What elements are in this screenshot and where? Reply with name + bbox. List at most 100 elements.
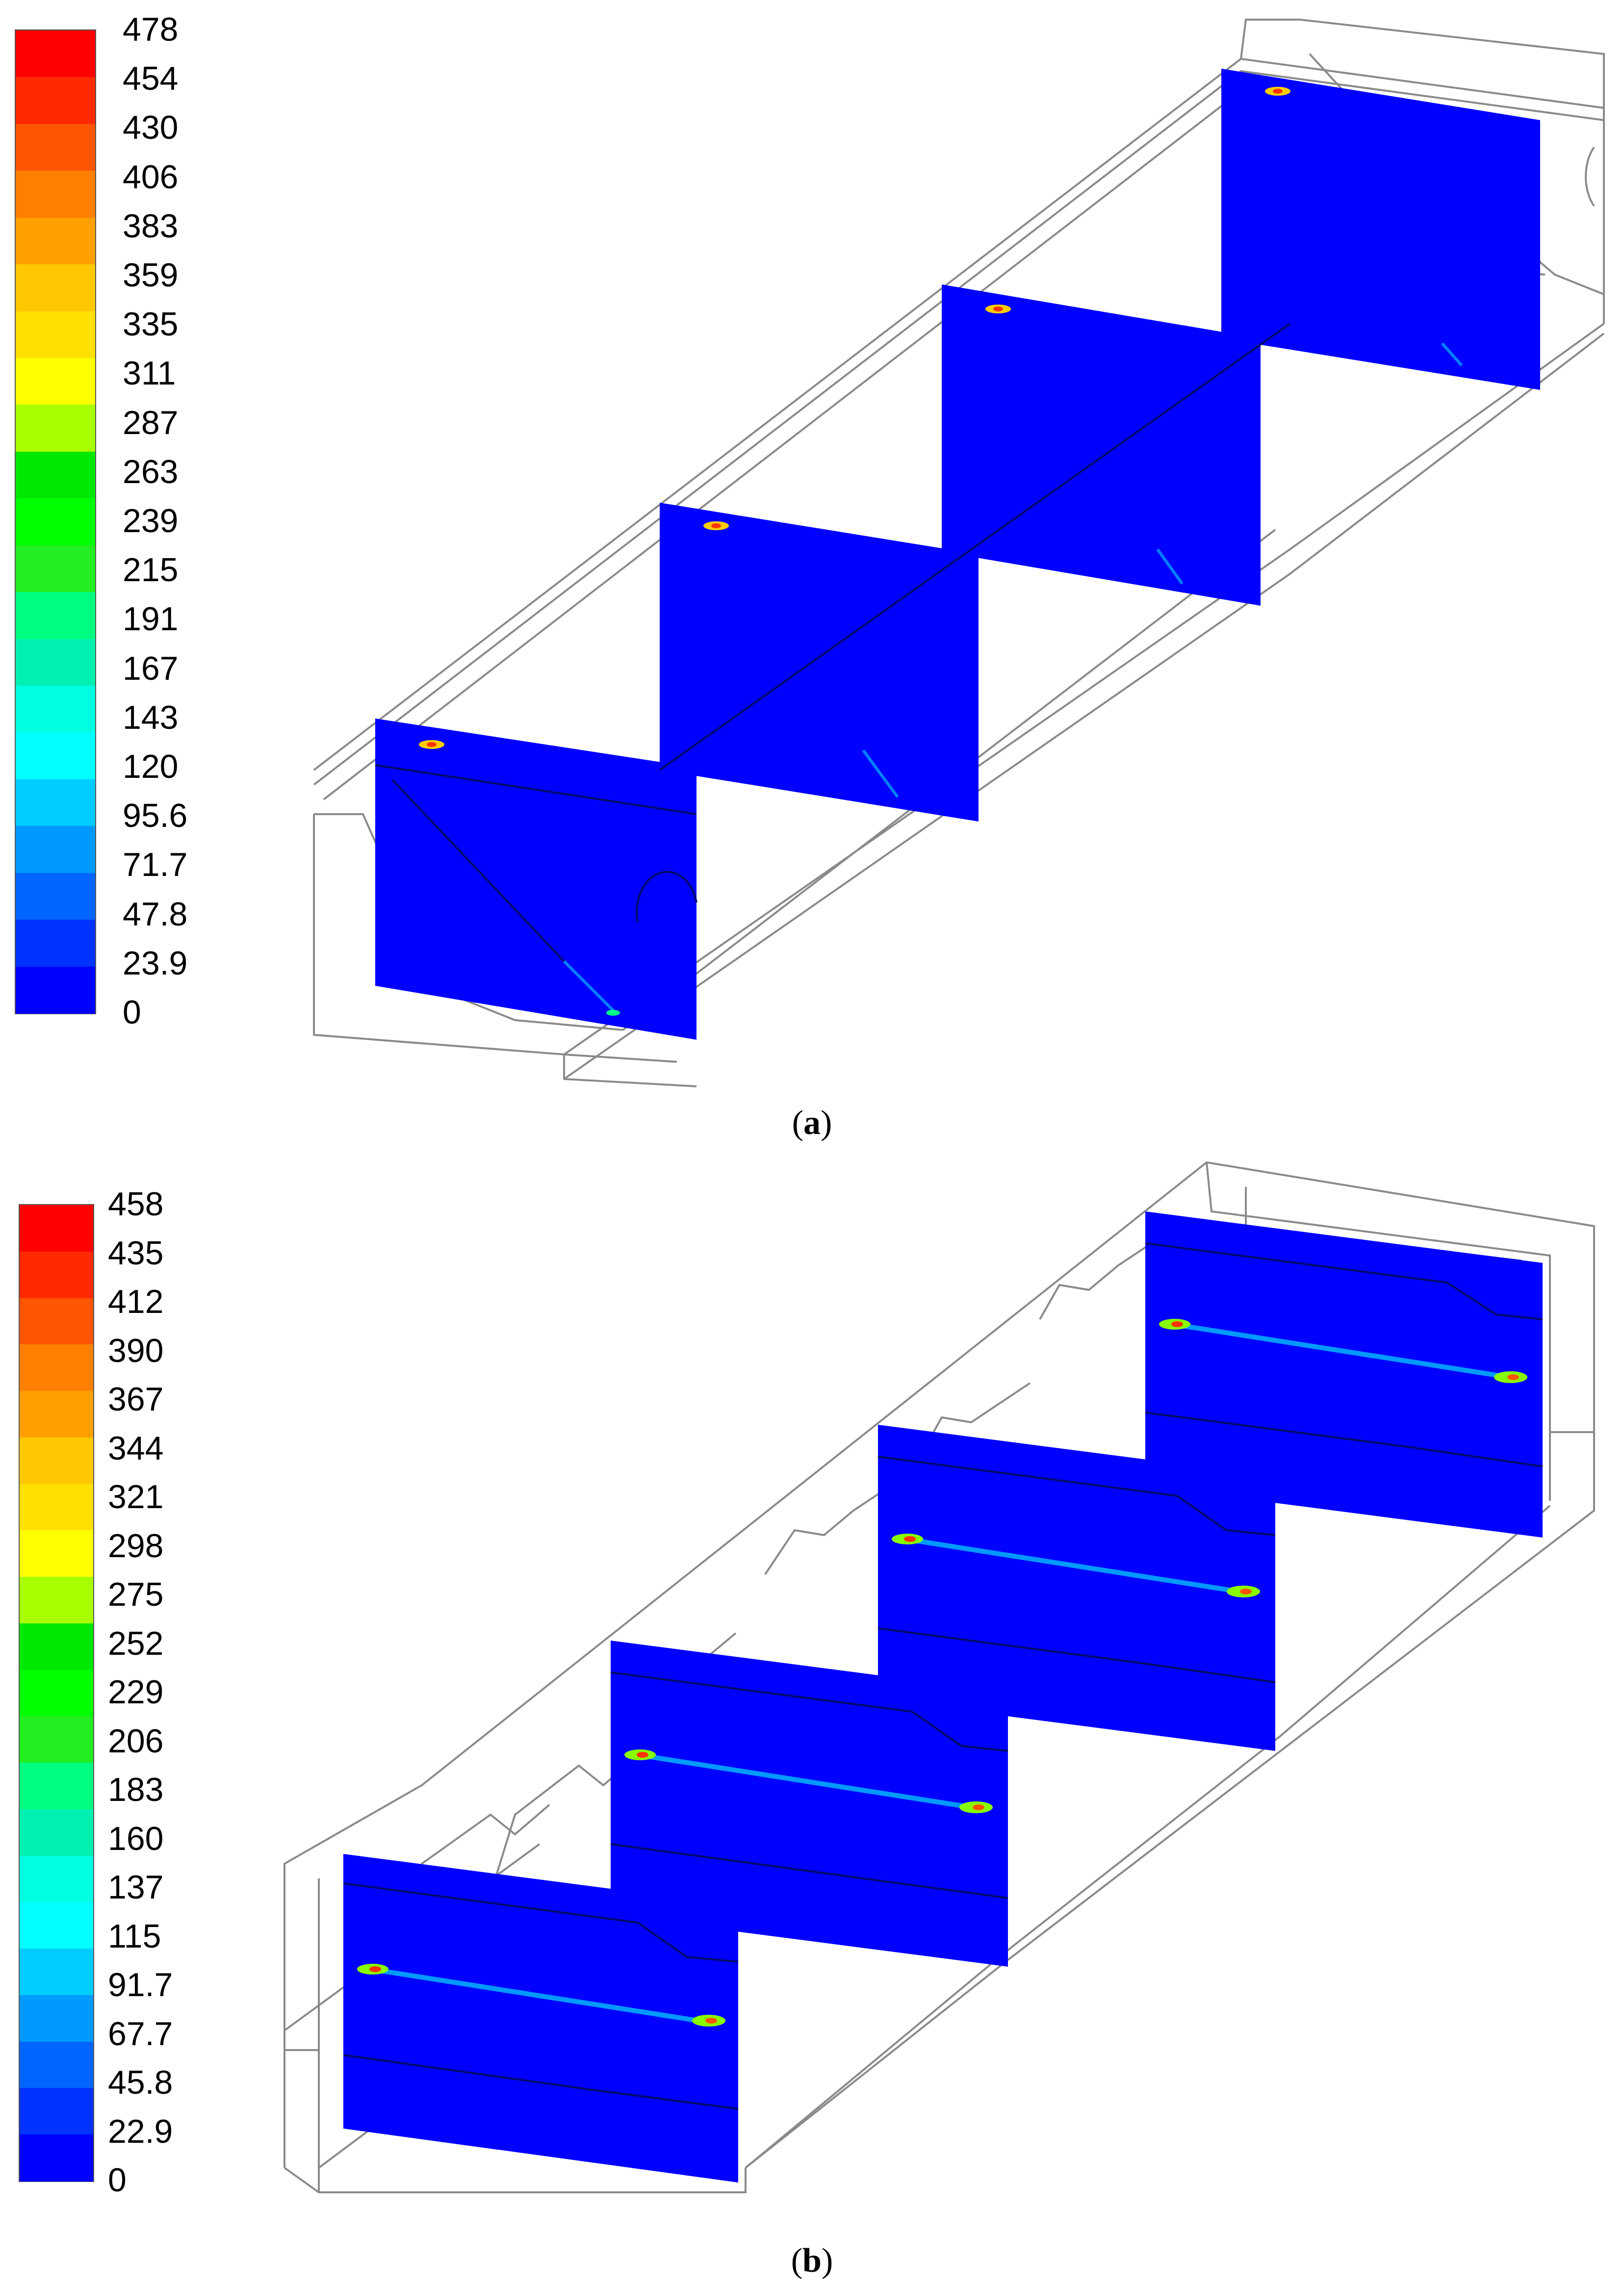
slice-b-4 (1145, 1211, 1543, 1538)
colorbar-tick-label: 321 (108, 1478, 164, 1515)
colorbar-swatch (16, 873, 95, 921)
caption-a: (a) (792, 1104, 832, 1142)
caption-a-letter: a (803, 1104, 821, 1142)
colorbar-swatch (16, 826, 95, 873)
colorbar-swatch (16, 498, 95, 546)
colorbar-tick-label: 22.9 (108, 2112, 173, 2150)
colorbar-tick-label: 406 (123, 158, 179, 196)
hotspots-a (419, 87, 1290, 1016)
colorbar-swatch (20, 1716, 93, 1764)
colorbar-swatch (20, 1995, 93, 2042)
colorbar-swatch (16, 545, 95, 593)
colorbar-tick-label: 0 (108, 2161, 127, 2199)
slices-a (375, 69, 1540, 1040)
colorbar-tick-label: 359 (123, 257, 179, 294)
colorbar-swatch (20, 1949, 93, 1996)
caption-b: (b) (791, 2242, 833, 2280)
colorbar-swatch (20, 1623, 93, 1670)
colorbar-swatch (20, 1669, 93, 1717)
streaks-a (563, 342, 1463, 1012)
colorbar-swatch (16, 358, 95, 406)
slice-a-2 (660, 503, 979, 822)
colorbar-tick-label: 252 (108, 1624, 164, 1662)
colorbar-tick-label: 390 (108, 1332, 164, 1369)
colorbar-swatch (20, 1205, 93, 1252)
colorbar-swatch (16, 30, 95, 78)
colorbar-swatch (16, 77, 95, 125)
colorbar-tick-label: 206 (108, 1722, 164, 1760)
colorbar-tick-label: 367 (108, 1381, 164, 1418)
colorbar-tick-label: 215 (123, 551, 179, 589)
streaks-b (370, 1322, 1516, 2026)
colorbar-swatch (20, 1437, 93, 1485)
colorbar-swatch (20, 1251, 93, 1299)
colorbar-tick-label: 160 (108, 1820, 164, 1857)
colorbar-tick-label: 311 (123, 355, 176, 392)
colorbar-swatch (20, 1298, 93, 1345)
colorbar-swatch (16, 686, 95, 733)
colorbar-tick-label: 383 (123, 207, 179, 245)
colorbar-swatch (20, 1530, 93, 1578)
colorbar-tick-label: 454 (123, 60, 179, 98)
colorbar-swatch (16, 264, 95, 312)
colorbar-tick-label: 430 (123, 109, 179, 147)
colorbar-swatch (20, 2041, 93, 2089)
colorbar-swatch (16, 171, 95, 218)
slice-a-1 (375, 719, 696, 1040)
colorbar-swatch (16, 966, 95, 1014)
colorbar-swatch (16, 920, 95, 967)
colorbar-tick-label: 137 (108, 1869, 164, 1906)
colorbar-swatch (20, 1809, 93, 1856)
colorbar-tick-label: 45.8 (108, 2064, 173, 2101)
colorbar-swatch (16, 779, 95, 827)
colorbar-tick-label: 95.6 (123, 797, 188, 835)
colorbar-tick-label: 239 (123, 502, 179, 539)
slice-a-3 (942, 284, 1261, 606)
colorbar-tick-label: 335 (123, 306, 179, 343)
colorbar-swatch (16, 405, 95, 452)
colorbar-tick-label: 71.7 (123, 846, 188, 884)
panel-b (0, 1167, 1624, 2246)
colorbar-tick-label: 91.7 (108, 1966, 173, 2003)
colorbar-b (19, 1204, 94, 2182)
colorbar-tick-label: 191 (123, 600, 179, 638)
colorbar-swatch (20, 1577, 93, 1624)
colorbar-swatch (20, 1344, 93, 1392)
colorbar-swatch (20, 1902, 93, 1950)
slice-b-3 (878, 1425, 1275, 1751)
colorbar-swatch (20, 1763, 93, 1810)
colorbar-tick-label: 120 (123, 748, 179, 785)
colorbar-tick-label: 0 (123, 994, 141, 1031)
colorbar-tick-label: 23.9 (123, 944, 188, 982)
colorbar-swatch (16, 732, 95, 780)
colorbar-tick-label: 478 (123, 11, 179, 48)
colorbar-tick-label: 298 (108, 1527, 164, 1565)
colorbar-swatch (16, 592, 95, 640)
colorbar-tick-label: 263 (123, 453, 179, 490)
colorbar-tick-label: 115 (108, 1917, 161, 1955)
colorbar-swatch (16, 639, 95, 686)
colorbar-tick-label: 435 (108, 1234, 164, 1272)
colorbar-swatch (20, 1484, 93, 1531)
colorbar-tick-label: 287 (123, 404, 179, 441)
colorbar-tick-label: 67.7 (108, 2015, 173, 2053)
caption-b-letter: b (802, 2242, 822, 2280)
colorbar-tick-label: 229 (108, 1673, 164, 1711)
colorbar-tick-label: 275 (108, 1576, 164, 1613)
colorbar-swatch (20, 1855, 93, 1903)
colorbar-swatch (16, 217, 95, 265)
colorbar-swatch (20, 1391, 93, 1438)
slice-b-1 (343, 1854, 738, 2182)
colorbar-tick-label: 412 (108, 1283, 164, 1320)
colorbar-tick-label: 167 (123, 649, 179, 687)
colorbar-tick-label: 143 (123, 698, 179, 736)
hotspots-b (357, 1319, 1527, 2027)
colorbar-swatch (16, 311, 95, 359)
colorbar-tick-label: 183 (108, 1771, 164, 1808)
colorbar-tick-label: 458 (108, 1185, 164, 1223)
colorbar-swatch (20, 2134, 93, 2182)
colorbar-swatch (20, 2088, 93, 2135)
colorbar-a (15, 29, 96, 1014)
colorbar-tick-label: 344 (108, 1429, 164, 1467)
colorbar-tick-label: 47.8 (123, 895, 188, 933)
